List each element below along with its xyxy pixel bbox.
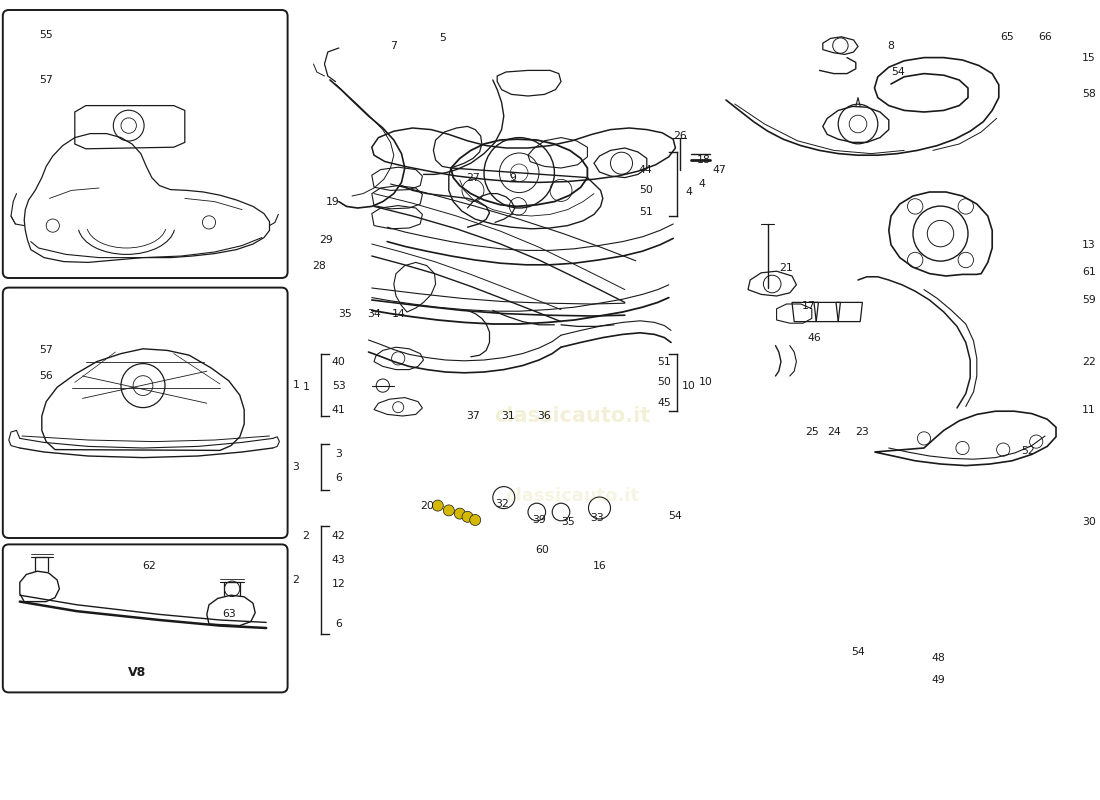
Text: 11: 11 [1082,405,1096,414]
Text: 31: 31 [502,411,515,421]
Text: 36: 36 [538,411,551,421]
Text: 8: 8 [888,42,894,51]
Text: 29: 29 [319,235,332,245]
Text: 33: 33 [591,514,604,523]
Text: 66: 66 [1038,32,1052,42]
Text: 2: 2 [302,531,309,541]
Text: 7: 7 [390,42,397,51]
Text: 48: 48 [932,653,945,662]
FancyBboxPatch shape [3,288,287,538]
Text: 41: 41 [332,405,345,414]
Text: 43: 43 [332,555,345,565]
Text: 1: 1 [302,382,309,392]
Text: 27: 27 [466,173,480,182]
Text: classicauto.it: classicauto.it [494,406,650,426]
Text: 18: 18 [697,155,711,165]
Text: 62: 62 [143,562,156,571]
Text: 53: 53 [332,381,345,390]
Text: 1: 1 [293,380,299,390]
Text: 34: 34 [367,309,381,318]
Text: 50: 50 [658,378,671,387]
Text: 12: 12 [332,579,345,589]
Text: 35: 35 [339,309,352,318]
Text: 3: 3 [336,450,342,459]
Text: 6: 6 [336,619,342,629]
Text: 46: 46 [807,333,821,342]
Text: 2: 2 [293,575,299,585]
Circle shape [470,514,481,526]
Text: 50: 50 [639,186,652,195]
Text: 14: 14 [392,309,405,318]
Text: 51: 51 [658,357,671,366]
Text: 55: 55 [40,30,53,40]
Text: 49: 49 [932,675,945,685]
FancyBboxPatch shape [3,544,287,692]
Text: 65: 65 [1001,32,1014,42]
Circle shape [462,511,473,522]
Text: 45: 45 [658,398,671,408]
Text: 59: 59 [1082,295,1096,305]
Text: 47: 47 [713,165,726,174]
Text: classicauto.it: classicauto.it [505,487,639,505]
Text: 10: 10 [698,378,713,387]
Circle shape [443,505,454,516]
Text: 17: 17 [802,301,815,310]
Text: 20: 20 [420,501,433,510]
Text: 22: 22 [1082,357,1096,366]
Text: 56: 56 [40,371,53,381]
Text: 51: 51 [639,207,652,217]
Circle shape [454,508,465,519]
Text: 35: 35 [561,517,574,526]
Text: 54: 54 [891,67,904,77]
Text: 58: 58 [1082,90,1096,99]
Circle shape [432,500,443,511]
Text: 39: 39 [532,515,546,525]
Text: 32: 32 [495,499,508,509]
Text: 42: 42 [332,531,345,541]
Text: 54: 54 [851,647,865,657]
Text: 57: 57 [40,345,53,354]
Text: 4: 4 [698,179,705,189]
Text: 9: 9 [509,173,516,182]
Text: 5: 5 [439,34,446,43]
Text: 13: 13 [1082,240,1096,250]
Text: 57: 57 [40,75,53,85]
Text: 6: 6 [336,474,342,483]
Text: 25: 25 [805,427,818,437]
Text: 24: 24 [827,427,840,437]
Text: 10: 10 [682,381,695,390]
Text: 54: 54 [669,511,682,521]
Text: 21: 21 [780,263,793,273]
Text: 26: 26 [673,131,686,141]
Text: 23: 23 [856,427,869,437]
Text: 16: 16 [593,562,606,571]
Text: 28: 28 [312,261,326,270]
Text: 40: 40 [332,357,345,366]
Text: 61: 61 [1082,267,1096,277]
Text: 52: 52 [1022,446,1035,456]
Text: 4: 4 [685,187,692,197]
FancyBboxPatch shape [3,10,287,278]
Text: 37: 37 [466,411,480,421]
Text: 44: 44 [639,165,652,174]
Text: V8: V8 [129,666,146,678]
Text: 3: 3 [293,462,299,472]
Text: 60: 60 [536,546,549,555]
Text: 15: 15 [1082,53,1096,62]
Text: 19: 19 [326,197,339,206]
Text: 30: 30 [1082,517,1096,526]
Text: 63: 63 [222,610,235,619]
